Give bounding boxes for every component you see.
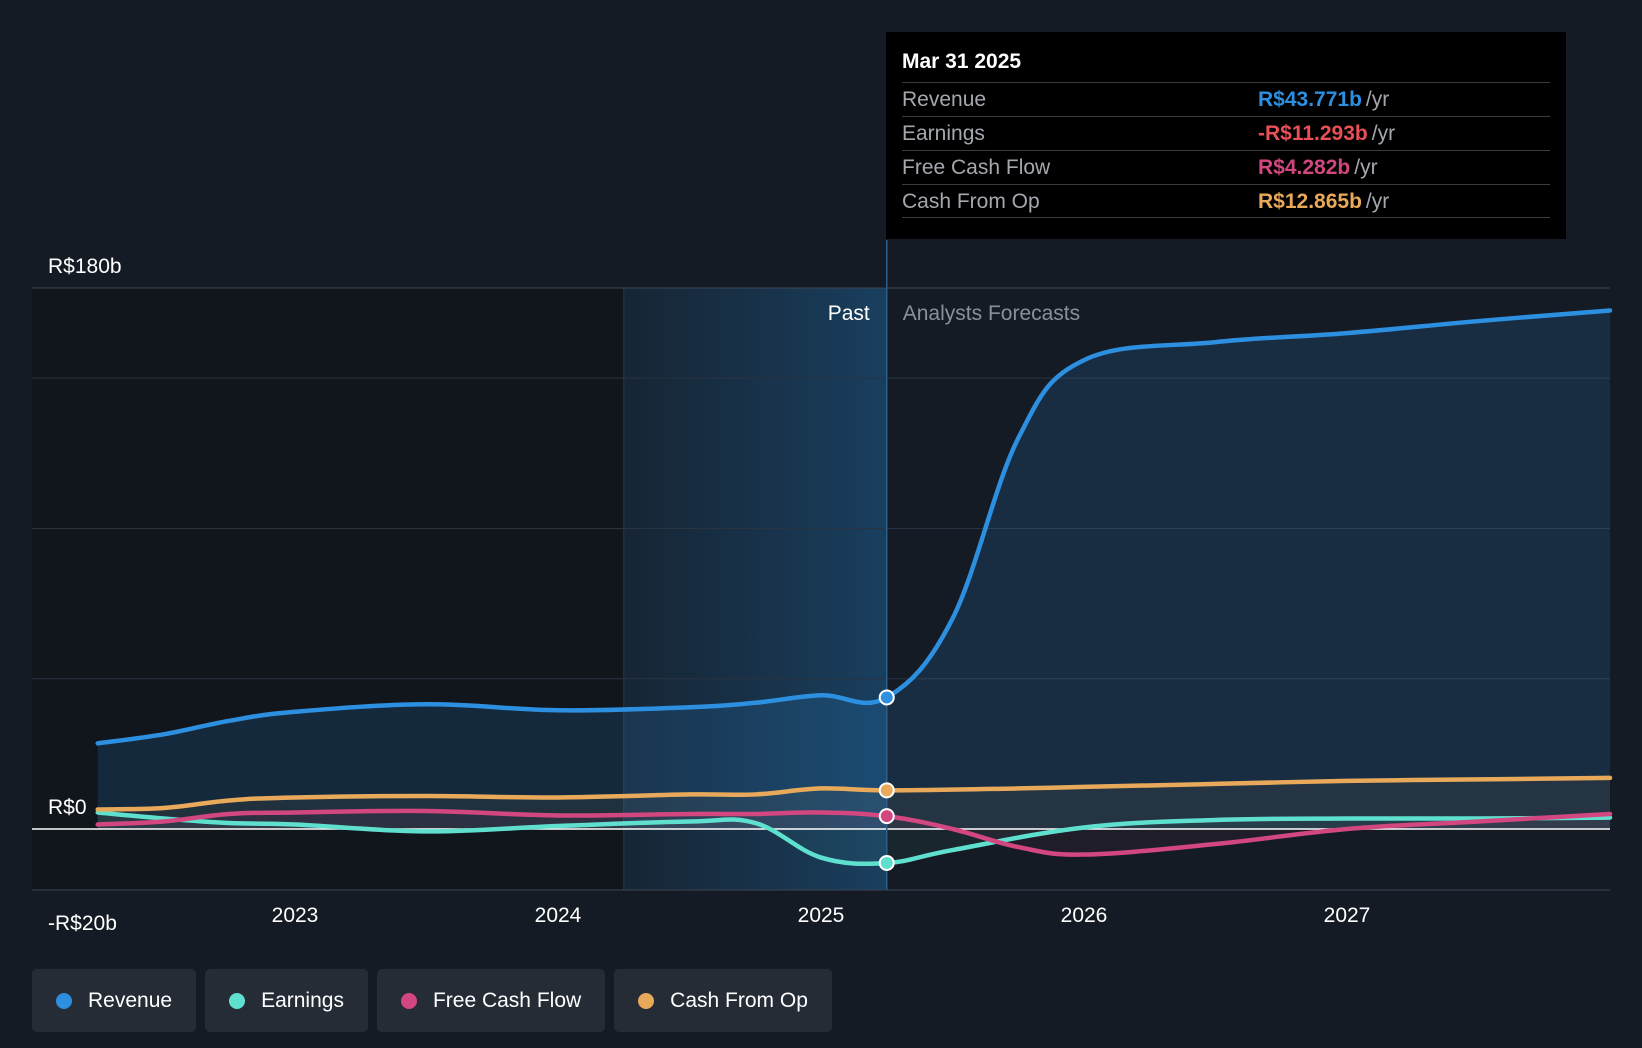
revenue-area [97,310,1610,830]
tooltip-value: R$43.771b/yr [1258,88,1390,111]
earnings-area [97,812,1610,864]
x-tick-label: 2027 [1324,904,1371,927]
tooltip-row-cash-from-op: Cash From Op R$12.865b/yr [902,184,1550,218]
tooltip-label: Cash From Op [902,190,1040,213]
free-cash-flow-line [95,808,1613,857]
legend: Revenue Earnings Free Cash Flow Cash Fro… [32,969,832,1032]
tooltip-label: Free Cash Flow [902,156,1051,179]
tooltip-label: Earnings [902,122,985,145]
past-label: Past [828,302,870,325]
legend-item-free-cash-flow[interactable]: Free Cash Flow [376,969,606,1032]
earnings-marker [878,854,895,871]
earnings-line [95,810,1613,866]
y-tick-label: R$180b [48,255,122,278]
cash-from-op-marker [878,782,895,799]
earnings-dot-icon [229,992,246,1009]
tooltip-value: -R$11.293b/yr [1258,122,1396,145]
x-tick-label: 2024 [535,904,582,927]
tooltip: Mar 31 2025 Revenue R$43.771b/yr Earning… [886,32,1566,239]
revenue-dot-icon [56,992,72,1009]
y-tick-label: R$0 [48,796,87,819]
tooltip-label: Revenue [902,88,987,111]
legend-item-revenue[interactable]: Revenue [32,969,197,1032]
forecast-label: Analysts Forecasts [903,302,1080,325]
x-tick-label: 2023 [272,904,319,927]
past-dark-region [32,288,624,890]
tooltip-row-free-cash-flow: Free Cash Flow R$4.282b/yr [902,150,1550,184]
tooltip-value: R$12.865b/yr [1258,190,1390,213]
y-tick-label: -R$20b [48,912,117,935]
chart-plot: R$180b R$0 -R$20b 2023 2024 2025 2026 2027 Pas… [32,240,1613,935]
free-cash-flow-area [97,810,1610,855]
revenue-marker [878,689,895,706]
x-tick-label: 2026 [1061,904,1108,927]
legend-label: Revenue [88,988,173,1012]
legend-item-cash-from-op[interactable]: Cash From Op [614,969,832,1032]
legend-label: Earnings [261,988,344,1012]
tooltip-value: R$4.282b/yr [1258,156,1378,179]
legend-label: Free Cash Flow [432,988,582,1012]
cash-from-op-area [97,777,1610,829]
tooltip-row-earnings: Earnings -R$11.293b/yr [902,116,1550,150]
free-cash-flow-marker [878,808,895,825]
free-cash-flow-dot-icon [400,992,417,1009]
legend-label: Cash From Op [670,988,808,1012]
tooltip-date: Mar 31 2025 [902,50,1022,73]
cash-from-op-dot-icon [638,992,655,1009]
x-tick-label: 2025 [798,904,845,927]
legend-item-earnings[interactable]: Earnings [205,969,368,1032]
cash-from-op-line [95,775,1613,812]
revenue-line [95,308,1613,746]
tooltip-row-revenue: Revenue R$43.771b/yr [902,82,1550,116]
